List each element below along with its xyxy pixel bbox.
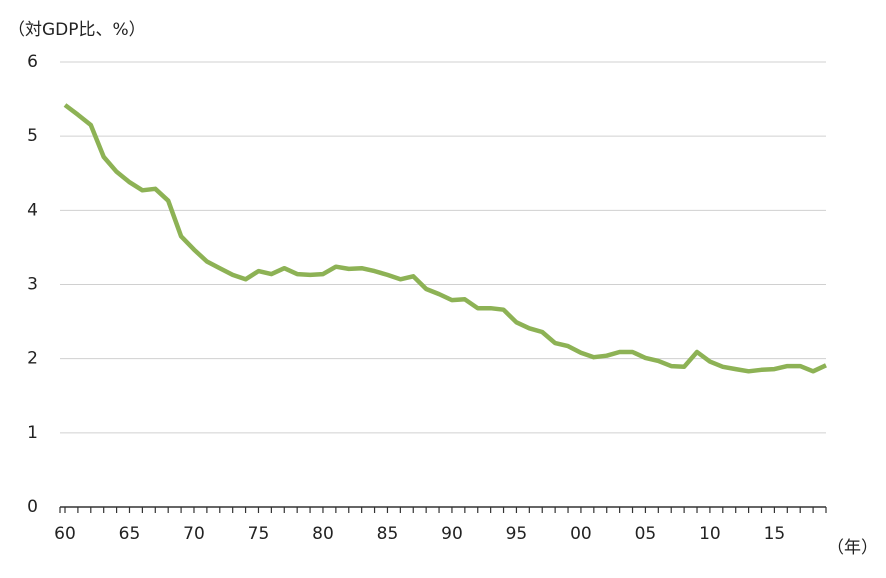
x-tick-label: 75 xyxy=(248,524,270,544)
x-tick-label: 15 xyxy=(764,524,786,544)
y-tick-label: 2 xyxy=(27,349,38,369)
x-tick-label: 70 xyxy=(183,524,205,544)
y-tick-label: 0 xyxy=(27,497,38,517)
x-tick-label: 05 xyxy=(635,524,657,544)
x-tick-label: 10 xyxy=(699,524,721,544)
y-tick-label: 5 xyxy=(27,126,38,146)
y-axis-label: （対GDP比、%） xyxy=(8,20,146,40)
y-tick-label: 3 xyxy=(27,275,38,295)
x-axis-label: （年） xyxy=(827,538,878,558)
x-tick-label: 95 xyxy=(506,524,528,544)
data-line xyxy=(63,103,827,374)
y-tick-label: 4 xyxy=(27,200,38,220)
x-tick-label: 60 xyxy=(54,524,76,544)
x-tick-label: 65 xyxy=(119,524,141,544)
y-tick-label: 1 xyxy=(27,423,38,443)
x-tick-label: 90 xyxy=(441,524,463,544)
x-tick-label: 80 xyxy=(312,524,334,544)
x-tick-label: 85 xyxy=(377,524,399,544)
x-tick-label: 00 xyxy=(570,524,592,544)
y-tick-label: 6 xyxy=(27,52,38,72)
